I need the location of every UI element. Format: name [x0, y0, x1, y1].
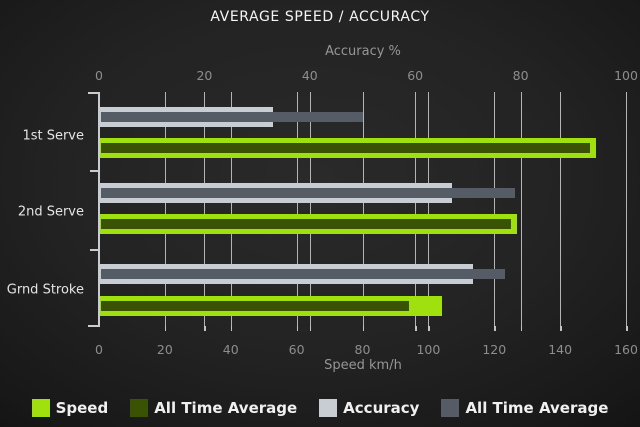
axis-tick: [230, 326, 233, 331]
legend-swatch-3: [441, 399, 460, 417]
speed-axis-tick-label: 80: [354, 342, 371, 357]
axis-tick: [520, 326, 523, 331]
accuracy-axis-tick-label: 20: [196, 68, 213, 83]
speed-axis-tick-label: 0: [95, 342, 103, 357]
speed-axis-tick-label: 140: [548, 342, 573, 357]
axis-corner-top: [88, 92, 100, 94]
legend-label: All Time Average: [154, 399, 298, 417]
legend-item: Accuracy: [319, 399, 419, 417]
gridline: [230, 92, 232, 326]
category-label-grnd-stroke: Grnd Stroke: [6, 282, 84, 298]
speed-axis-label: Speed km/h: [324, 358, 402, 373]
axis-tick: [362, 326, 364, 331]
axis-tick: [204, 326, 206, 331]
gridline: [560, 92, 562, 326]
legend-item: All Time Average: [130, 399, 297, 417]
accuracy-avg-bar-2nd-serve: [101, 188, 516, 198]
gridline: [428, 92, 430, 326]
speed-avg-bar-2nd-serve: [101, 219, 511, 229]
legend: Speed All Time Average Accuracy All Time Av…: [0, 399, 640, 417]
axis-tick: [415, 326, 417, 331]
axis-tick: [296, 326, 299, 331]
category-label-2nd-serve: 2nd Serve: [17, 204, 84, 220]
speed-axis-tick-label: 120: [482, 342, 507, 357]
category-separator-tick: [90, 249, 99, 251]
gridline: [309, 92, 311, 326]
gridline: [520, 92, 522, 326]
gridline: [415, 92, 417, 326]
accuracy-axis-tick-label: 80: [512, 68, 529, 83]
speed-axis-tick-label: 20: [156, 342, 173, 357]
accuracy-axis-tick-label: 40: [301, 68, 318, 83]
accuracy-axis-tick-label: 60: [407, 68, 424, 83]
gridline: [626, 92, 627, 326]
accuracy-axis-tick-label: 100: [614, 68, 638, 83]
gridline: [204, 92, 206, 326]
axis-tick: [560, 326, 562, 331]
accuracy-axis-label: Accuracy %: [325, 44, 401, 59]
gridline: [296, 92, 298, 326]
accuracy-avg-bar-grnd-stroke: [101, 269, 505, 279]
accuracy-axis-tick-label: 0: [95, 68, 103, 83]
category-label-1st-serve: 1st Serve: [22, 128, 84, 144]
speed-axis-tick-label: 40: [222, 342, 239, 357]
speed-axis-tick-label: 160: [614, 342, 638, 357]
legend-label: All Time Average: [465, 399, 609, 417]
gridline: [494, 92, 496, 326]
gridline: [362, 92, 364, 326]
legend-swatch-0: [31, 399, 50, 417]
legend-label: Speed: [55, 399, 109, 417]
legend-item: Speed: [31, 399, 109, 417]
speed-axis-tick-label: 100: [416, 342, 441, 357]
legend-item: All Time Average: [441, 399, 608, 417]
speed-axis-tick-label: 60: [288, 342, 305, 357]
speed-avg-bar-grnd-stroke: [101, 301, 409, 311]
chart-title: AVERAGE SPEED / ACCURACY: [210, 9, 430, 25]
axis-tick: [494, 326, 496, 331]
legend-swatch-1: [130, 399, 149, 417]
axis-corner-bottom: [88, 325, 100, 327]
category-separator-tick: [90, 170, 99, 172]
axis-tick: [428, 326, 430, 331]
legend-label: Accuracy: [343, 399, 420, 417]
gridline: [164, 92, 166, 326]
legend-swatch-2: [319, 399, 338, 417]
axis-tick: [309, 326, 312, 331]
y-axis-line: [98, 92, 100, 327]
speed-avg-bar-1st-serve: [101, 143, 590, 153]
axis-tick: [164, 326, 167, 331]
axis-tick: [626, 326, 628, 331]
accuracy-avg-bar-1st-serve: [101, 112, 363, 122]
